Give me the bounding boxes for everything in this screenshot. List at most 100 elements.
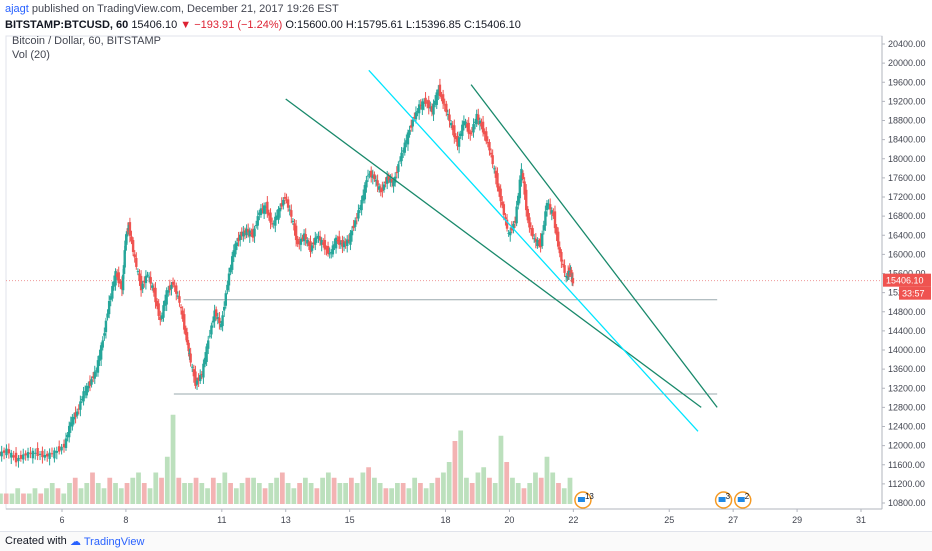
chart-header: ajagt published on TradingView.com, Dece… xyxy=(0,0,932,34)
x-tick-label: 27 xyxy=(728,515,738,525)
candle-body xyxy=(300,239,302,245)
candle-body xyxy=(482,122,484,133)
volume-bar xyxy=(562,488,567,504)
volume-bar xyxy=(407,488,412,504)
candle-body xyxy=(223,307,225,311)
volume-bar xyxy=(136,473,141,505)
candle-body xyxy=(183,314,185,330)
candle-body xyxy=(493,168,495,169)
volume-bar xyxy=(165,457,170,504)
footer: Created with ☁ TradingView xyxy=(0,531,932,551)
volume-bar xyxy=(430,483,435,504)
y-tick-label: 20400.00 xyxy=(888,39,926,49)
x-tick-label: 25 xyxy=(664,515,674,525)
candle-body xyxy=(557,232,559,247)
candle-body xyxy=(560,252,562,262)
volume-bar xyxy=(401,483,406,504)
volume-bar xyxy=(556,483,561,504)
candle-body xyxy=(34,453,36,454)
volume-bar xyxy=(493,483,498,504)
x-tick-label: 29 xyxy=(792,515,802,525)
volume-bar xyxy=(297,483,302,504)
tradingview-logo[interactable]: ☁ TradingView xyxy=(70,535,144,548)
volume-bar xyxy=(522,488,527,504)
candle-body xyxy=(149,277,151,284)
candle-body xyxy=(189,354,191,363)
candle-body xyxy=(554,211,556,228)
x-tick-label: 31 xyxy=(856,515,866,525)
candle-body xyxy=(319,236,321,240)
volume-bar xyxy=(424,488,429,504)
volume-bar xyxy=(539,478,544,504)
candle-body xyxy=(225,293,227,306)
candle-body xyxy=(442,94,444,104)
candle-body xyxy=(53,450,55,458)
candle-body xyxy=(503,204,505,215)
volume-bar xyxy=(332,478,337,504)
volume-bar xyxy=(33,488,38,504)
candle-body xyxy=(199,375,201,381)
x-tick-label: 6 xyxy=(59,515,64,525)
volume-bar xyxy=(464,478,469,504)
candle-body xyxy=(491,155,493,164)
candle-body xyxy=(10,453,12,458)
volume-bar xyxy=(314,488,319,504)
candle-body xyxy=(15,453,17,463)
y-tick-label: 20000.00 xyxy=(888,58,926,68)
volume-bar xyxy=(125,483,130,504)
event-flag-canton xyxy=(578,497,585,502)
x-tick-label: 13 xyxy=(281,515,291,525)
volume-bar xyxy=(44,488,49,504)
candle-body xyxy=(79,401,81,409)
candle-body xyxy=(106,314,108,318)
event-flag-count: 3 xyxy=(726,492,731,501)
candle-body xyxy=(94,372,96,379)
candle-body xyxy=(105,321,107,332)
candle-body xyxy=(485,131,487,141)
candle-body xyxy=(274,217,276,226)
candle-body xyxy=(167,290,169,292)
volume-bar xyxy=(38,494,43,505)
volume-bar xyxy=(21,494,26,505)
candle-body xyxy=(324,240,326,250)
candle-body xyxy=(515,207,517,224)
candle-body xyxy=(178,296,180,303)
candle-body xyxy=(461,125,463,136)
event-flag-count: 13 xyxy=(585,492,594,501)
candle-body xyxy=(282,200,284,205)
author-link[interactable]: ajagt xyxy=(5,3,29,15)
candle-body xyxy=(328,253,330,254)
y-tick-label: 12000.00 xyxy=(888,441,926,451)
candle-body xyxy=(20,455,22,459)
volume-bar xyxy=(550,473,555,505)
candle-body xyxy=(137,271,139,272)
candle-body xyxy=(90,379,92,384)
candle-body xyxy=(87,386,89,388)
volume-bar xyxy=(516,483,521,504)
volume-bar xyxy=(15,488,20,504)
candle-body xyxy=(488,142,490,150)
volume-bar xyxy=(56,488,61,504)
y-tick-label: 18000.00 xyxy=(888,154,926,164)
y-tick-label: 14800.00 xyxy=(888,307,926,317)
candle-body xyxy=(141,284,143,289)
candle-body xyxy=(408,130,410,135)
candle-body xyxy=(46,454,48,457)
y-tick-label: 11200.00 xyxy=(888,479,925,489)
candle-body xyxy=(228,274,230,286)
candle-body xyxy=(404,143,406,153)
candle-body xyxy=(151,285,153,287)
candle-body xyxy=(400,153,402,161)
volume-bar xyxy=(274,478,279,504)
candle-body xyxy=(477,115,479,120)
price-change: ▼ −193.91 (−1.24%) xyxy=(180,19,282,31)
volume-bar xyxy=(268,483,273,504)
candle-body xyxy=(215,309,217,316)
candle-body xyxy=(292,221,294,222)
candle-body xyxy=(415,112,417,119)
x-tick-label: 8 xyxy=(123,515,128,525)
volume-bar xyxy=(510,478,515,504)
volume-bar xyxy=(90,473,95,505)
